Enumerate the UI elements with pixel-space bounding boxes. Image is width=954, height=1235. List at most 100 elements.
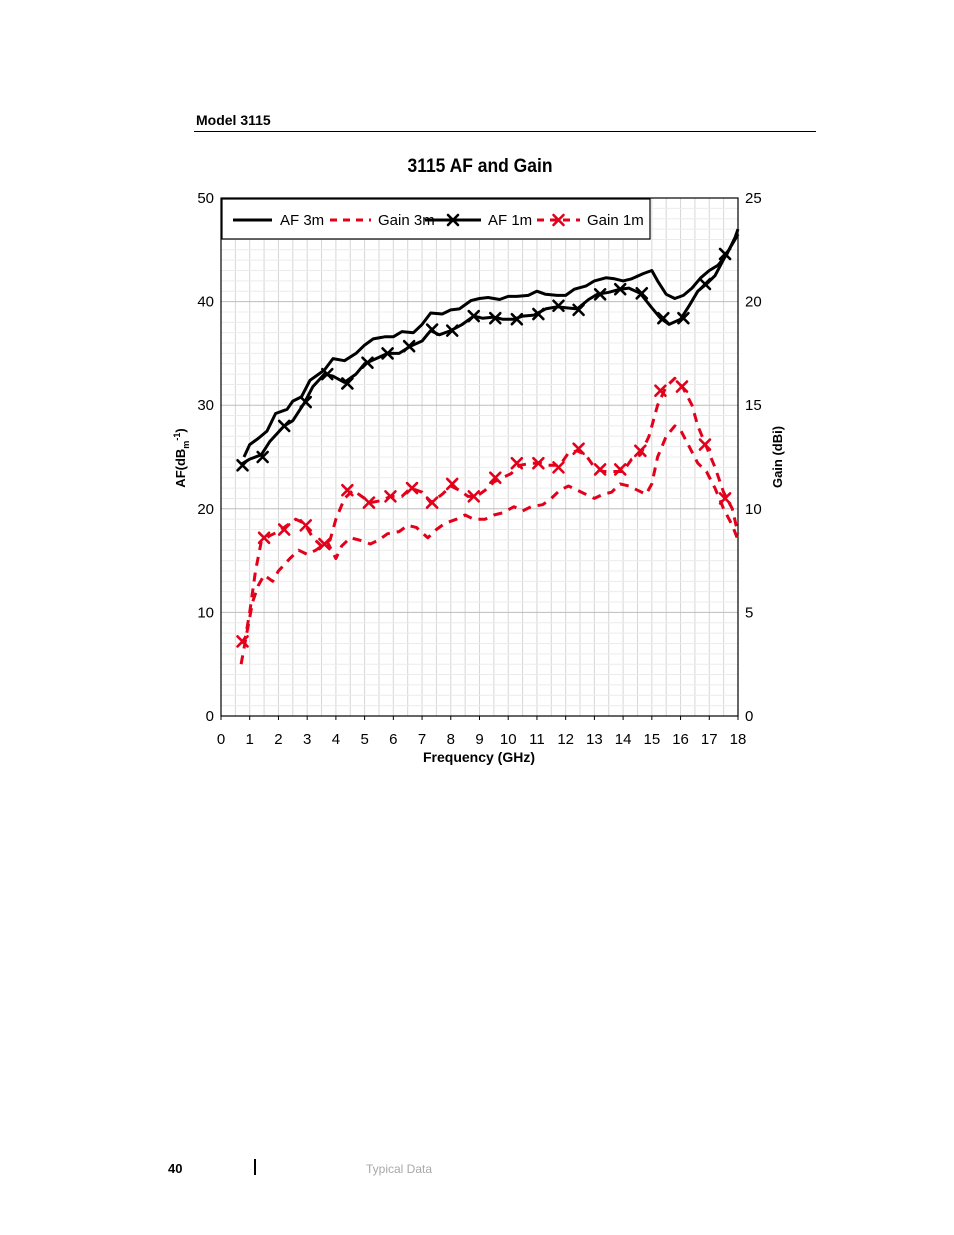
data-point-marker [445,477,459,491]
x-tick-label: 3 [303,731,311,748]
y-axis-left-label-close: ) [173,428,188,432]
series-line-gain-3m [239,424,740,665]
x-tick-label: 6 [389,731,397,748]
series-line-gain-1m [239,376,740,645]
y-axis-left-label: AF(dBm-1) [172,428,191,487]
series-line-af-1m [240,233,740,466]
y-tick-label-left: 20 [197,501,214,518]
data-point-marker [384,490,397,503]
y-axis-left-label-main: AF(dB [173,449,188,488]
legend-label: Gain 3m [378,212,435,229]
data-point-marker [405,481,419,495]
data-point-marker [488,471,502,485]
y-axis-left-label-sub: m [181,441,191,449]
legend-marker [552,213,565,227]
x-tick-label: 17 [701,731,718,748]
data-point-marker [445,324,459,337]
data-point-marker [236,458,249,472]
data-point-marker [341,483,354,497]
footer-separator [254,1159,256,1175]
data-point-marker [361,356,374,370]
data-point-marker [488,311,502,325]
y-tick-label-left: 0 [206,708,214,725]
x-tick-label: 5 [360,731,368,748]
data-point-marker [381,347,394,360]
x-tick-label: 0 [217,731,225,748]
x-tick-label: 15 [643,731,660,748]
series-af-1m [236,233,740,472]
x-tick-label: 7 [418,731,426,748]
y-tick-label-right: 10 [745,501,762,518]
data-point-marker [634,444,647,458]
data-point-marker [552,299,565,313]
y-tick-label-right: 5 [745,604,753,621]
data-point-marker [299,519,313,532]
series-line-af-3m [242,228,740,458]
x-tick-label: 9 [475,731,483,748]
y-tick-label-right: 25 [745,190,762,207]
data-point-marker [718,492,732,505]
data-point-marker [256,450,269,464]
data-point-marker [654,384,667,397]
data-point-marker [613,282,627,296]
grid [221,198,738,716]
y-tick-label-right: 15 [745,397,762,414]
x-tick-label: 10 [500,731,517,748]
data-point-marker [675,380,689,393]
data-point-marker [613,463,627,476]
chart-title: 3115 AF and Gain [407,154,552,176]
data-point-marker [635,287,649,300]
data-point-marker [510,456,524,470]
data-point-marker [718,247,732,261]
x-tick-label: 2 [274,731,282,748]
chart-legend: AF 3m Gain 3m AF 1m Gain 1m [221,198,651,240]
y-tick-label-right: 20 [745,294,762,311]
legend-label: AF 1m [488,212,532,229]
y-axis-left-label-sup: -1 [172,433,182,441]
data-point-marker [532,307,545,321]
data-point-marker [698,277,712,291]
x-tick-label: 16 [672,731,689,748]
legend-label: Gain 1m [587,212,644,229]
x-tick-label: 18 [730,731,747,748]
y-tick-label-left: 10 [197,604,214,621]
series-gain-3m [239,424,740,665]
data-point-marker [657,311,670,325]
series-group [236,228,740,665]
header-divider [194,131,816,132]
footer-section-title: Typical Data [366,1162,433,1176]
series-af-3m [242,228,740,458]
data-point-marker [318,537,331,551]
x-tick-label: 1 [246,731,254,748]
data-point-marker [467,309,481,323]
data-point-marker [425,323,439,336]
data-point-marker [593,463,607,476]
data-point-marker [236,635,249,648]
x-axis-label: Frequency (GHz) [423,749,535,765]
data-point-marker [572,303,585,317]
y-tick-label-left: 50 [197,190,214,207]
legend-marker [446,213,460,227]
data-point-marker [510,312,524,326]
data-point-marker [593,288,607,301]
data-point-marker [698,438,712,451]
document-model-title: Model 3115 [196,112,271,128]
data-point-marker [552,461,565,474]
data-point-marker [467,490,481,503]
data-point-marker [299,395,313,409]
y-axis-right-label: Gain (dBi) [770,426,785,488]
x-tick-label: 4 [332,731,340,748]
data-point-marker [257,531,271,545]
data-point-marker [341,377,354,390]
data-point-marker [572,442,585,456]
data-point-marker [677,311,690,325]
y-tick-label-left: 30 [197,397,214,414]
x-tick-label: 12 [557,731,574,748]
x-tick-label: 8 [447,731,455,748]
data-point-marker [362,496,376,509]
y-tick-label-left: 40 [197,294,214,311]
data-point-marker [425,496,439,509]
x-tick-label: 14 [615,731,632,748]
data-point-marker [532,456,545,470]
